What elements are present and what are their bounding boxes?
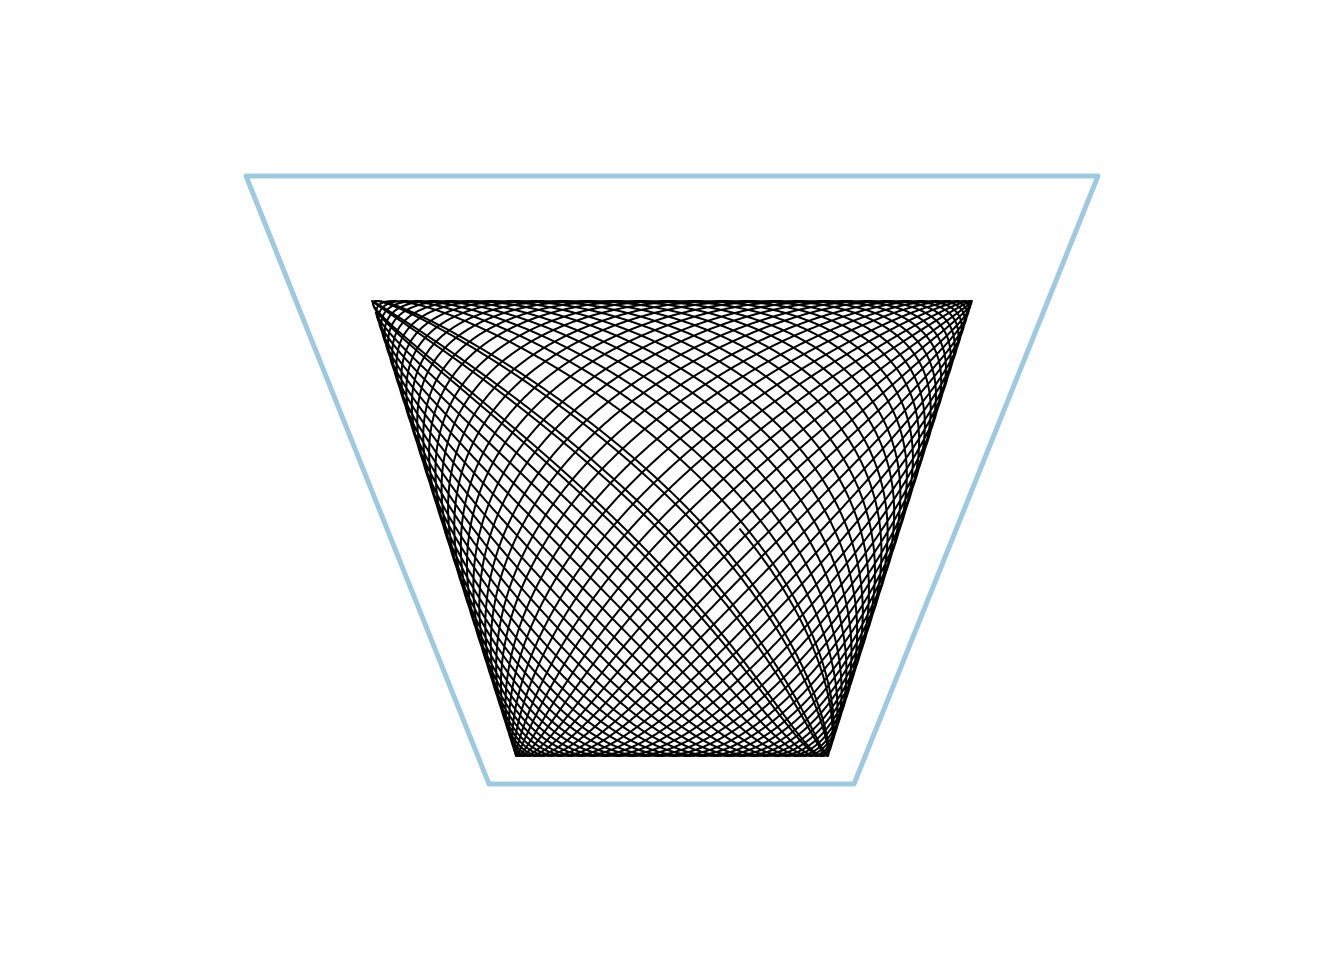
lissajous-mesh-curve: [371, 300, 973, 757]
outer-trapezoid-frame: [243, 173, 1101, 787]
